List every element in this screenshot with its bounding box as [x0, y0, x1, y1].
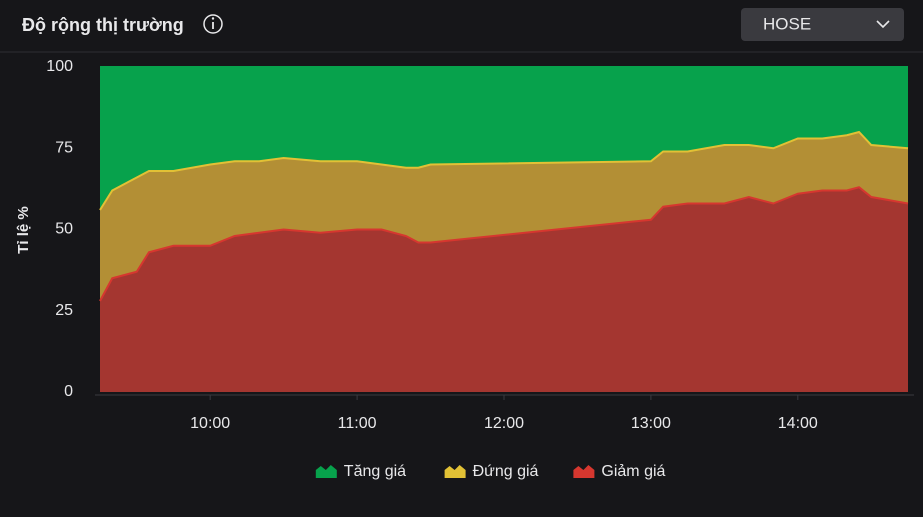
y-tick-label: 100 — [46, 58, 73, 75]
area-edge — [99, 130, 909, 211]
legend-icon — [444, 465, 466, 478]
x-tick-label: 10:00 — [190, 415, 230, 432]
y-tick-label: 50 — [55, 221, 73, 238]
x-tick-label: 12:00 — [484, 415, 524, 432]
y-tick-label: 0 — [64, 383, 73, 400]
dropdown-value: HOSE — [763, 14, 811, 33]
legend-item[interactable]: Giảm giá — [573, 463, 666, 480]
x-tick-label: 14:00 — [778, 415, 818, 432]
legend-item[interactable]: Đứng giá — [444, 463, 539, 480]
exchange-dropdown[interactable]: HOSE — [741, 8, 904, 41]
x-tick-label: 13:00 — [631, 415, 671, 432]
y-axis-label: Tỉ lệ % — [15, 206, 32, 254]
legend-label: Tăng giá — [344, 463, 406, 480]
legend-icon — [315, 465, 337, 478]
legend-item[interactable]: Tăng giá — [315, 463, 406, 480]
legend-icon — [573, 465, 595, 478]
info-icon[interactable] — [203, 14, 223, 34]
area — [100, 187, 908, 392]
legend-label: Giảm giá — [601, 463, 665, 480]
chart-title: Độ rộng thị trường — [22, 15, 184, 35]
y-tick-label: 75 — [55, 139, 73, 156]
area-edge — [99, 186, 909, 302]
legend-label: Đứng giá — [473, 463, 539, 480]
x-tick-label: 11:00 — [338, 415, 377, 432]
area — [100, 67, 908, 210]
y-tick-label: 25 — [55, 302, 73, 319]
area — [100, 132, 908, 301]
